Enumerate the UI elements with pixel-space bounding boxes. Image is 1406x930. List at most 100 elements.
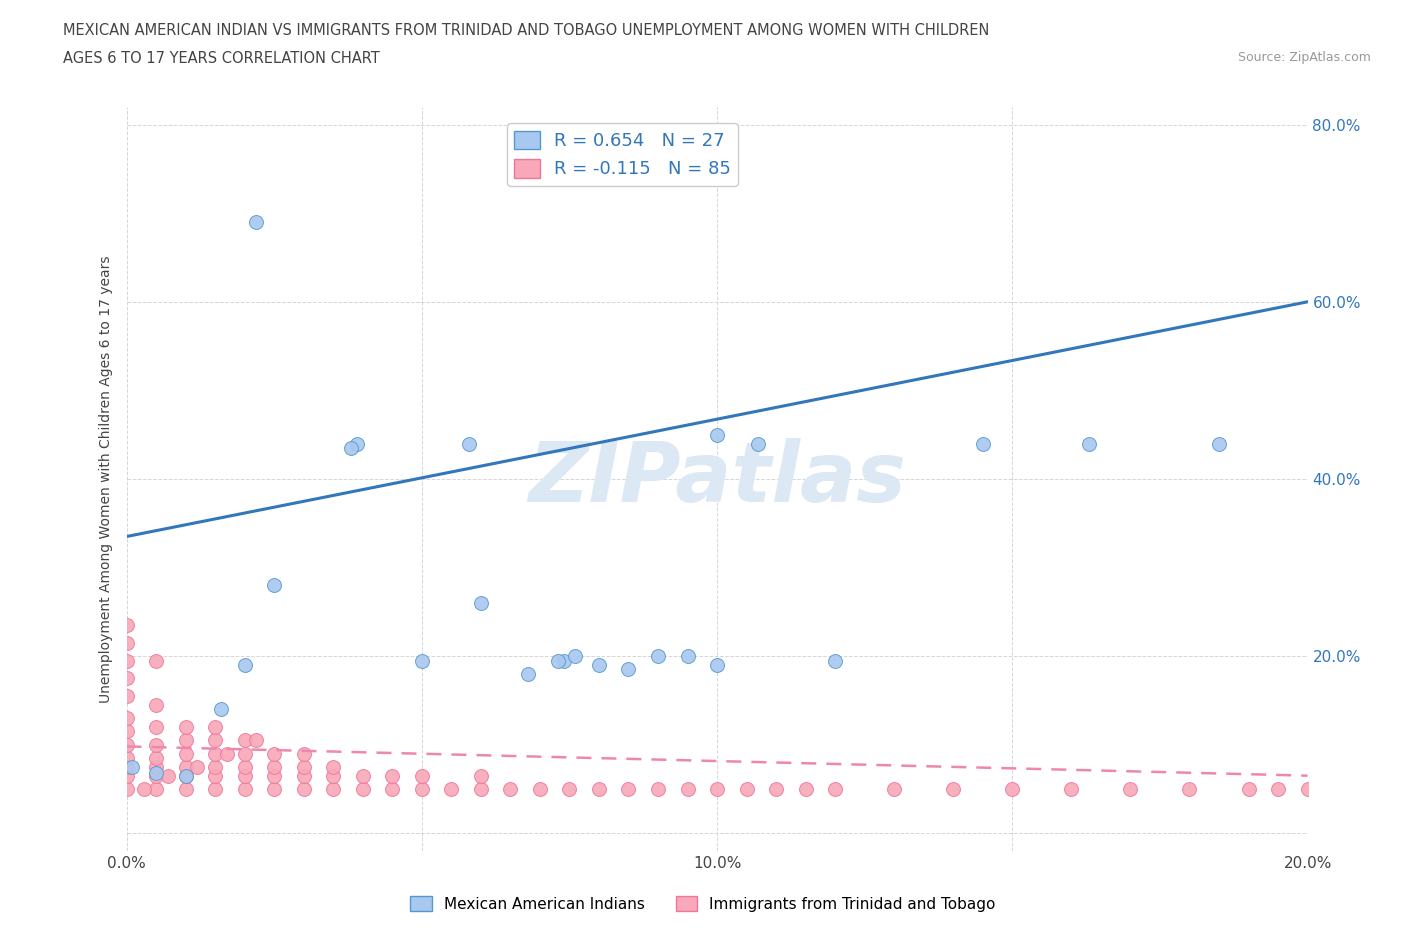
Point	[883, 781, 905, 796]
Point	[145, 698, 167, 712]
Y-axis label: Unemployment Among Women with Children Ages 6 to 17 years: Unemployment Among Women with Children A…	[100, 255, 114, 703]
Point	[115, 724, 138, 738]
Point	[174, 733, 197, 748]
Point	[617, 662, 640, 677]
Point	[156, 768, 179, 783]
Point	[529, 781, 551, 796]
Point	[115, 760, 138, 775]
Point	[322, 768, 344, 783]
Point	[553, 653, 575, 668]
Point	[115, 635, 138, 650]
Point	[263, 746, 285, 761]
Point	[1119, 781, 1142, 796]
Point	[972, 436, 994, 451]
Point	[204, 781, 226, 796]
Point	[115, 671, 138, 685]
Point	[352, 768, 374, 783]
Point	[676, 648, 699, 663]
Point	[411, 653, 433, 668]
Point	[292, 760, 315, 775]
Point	[499, 781, 522, 796]
Legend: Mexican American Indians, Immigrants from Trinidad and Tobago: Mexican American Indians, Immigrants fro…	[405, 889, 1001, 918]
Point	[1001, 781, 1024, 796]
Point	[145, 768, 167, 783]
Point	[174, 760, 197, 775]
Point	[765, 781, 787, 796]
Point	[411, 781, 433, 796]
Point	[209, 702, 232, 717]
Text: Source: ZipAtlas.com: Source: ZipAtlas.com	[1237, 51, 1371, 64]
Point	[706, 427, 728, 442]
Point	[174, 781, 197, 796]
Point	[115, 751, 138, 765]
Point	[647, 648, 669, 663]
Point	[263, 578, 285, 592]
Point	[215, 746, 238, 761]
Point	[381, 781, 404, 796]
Point	[115, 618, 138, 632]
Point	[824, 653, 846, 668]
Point	[647, 781, 669, 796]
Point	[1208, 436, 1230, 451]
Point	[411, 768, 433, 783]
Point	[617, 781, 640, 796]
Point	[186, 760, 208, 775]
Point	[547, 653, 569, 668]
Point	[292, 768, 315, 783]
Point	[233, 733, 256, 748]
Point	[470, 768, 492, 783]
Point	[706, 658, 728, 672]
Text: ZIPatlas: ZIPatlas	[529, 438, 905, 520]
Point	[735, 781, 758, 796]
Point	[292, 746, 315, 761]
Point	[115, 768, 138, 783]
Point	[115, 711, 138, 725]
Text: AGES 6 TO 17 YEARS CORRELATION CHART: AGES 6 TO 17 YEARS CORRELATION CHART	[63, 51, 380, 66]
Point	[245, 733, 267, 748]
Point	[233, 746, 256, 761]
Point	[292, 781, 315, 796]
Point	[322, 781, 344, 796]
Point	[558, 781, 581, 796]
Point	[517, 667, 540, 682]
Point	[233, 760, 256, 775]
Point	[588, 658, 610, 672]
Point	[233, 768, 256, 783]
Point	[458, 436, 481, 451]
Point	[747, 436, 769, 451]
Point	[440, 781, 463, 796]
Point	[174, 768, 197, 783]
Point	[115, 688, 138, 703]
Point	[204, 746, 226, 761]
Point	[706, 781, 728, 796]
Point	[245, 215, 267, 230]
Point	[174, 746, 197, 761]
Point	[204, 733, 226, 748]
Point	[1267, 781, 1289, 796]
Point	[263, 760, 285, 775]
Point	[174, 768, 197, 783]
Point	[115, 737, 138, 752]
Point	[1078, 436, 1101, 451]
Point	[381, 768, 404, 783]
Point	[346, 436, 368, 451]
Point	[233, 781, 256, 796]
Point	[1237, 781, 1260, 796]
Point	[1296, 781, 1319, 796]
Point	[174, 720, 197, 735]
Point	[824, 781, 846, 796]
Point	[204, 760, 226, 775]
Point	[115, 781, 138, 796]
Point	[942, 781, 965, 796]
Point	[470, 781, 492, 796]
Point	[1060, 781, 1083, 796]
Point	[263, 768, 285, 783]
Point	[564, 648, 586, 663]
Point	[145, 760, 167, 775]
Point	[588, 781, 610, 796]
Point	[340, 441, 363, 456]
Point	[676, 781, 699, 796]
Point	[145, 653, 167, 668]
Point	[145, 737, 167, 752]
Point	[794, 781, 817, 796]
